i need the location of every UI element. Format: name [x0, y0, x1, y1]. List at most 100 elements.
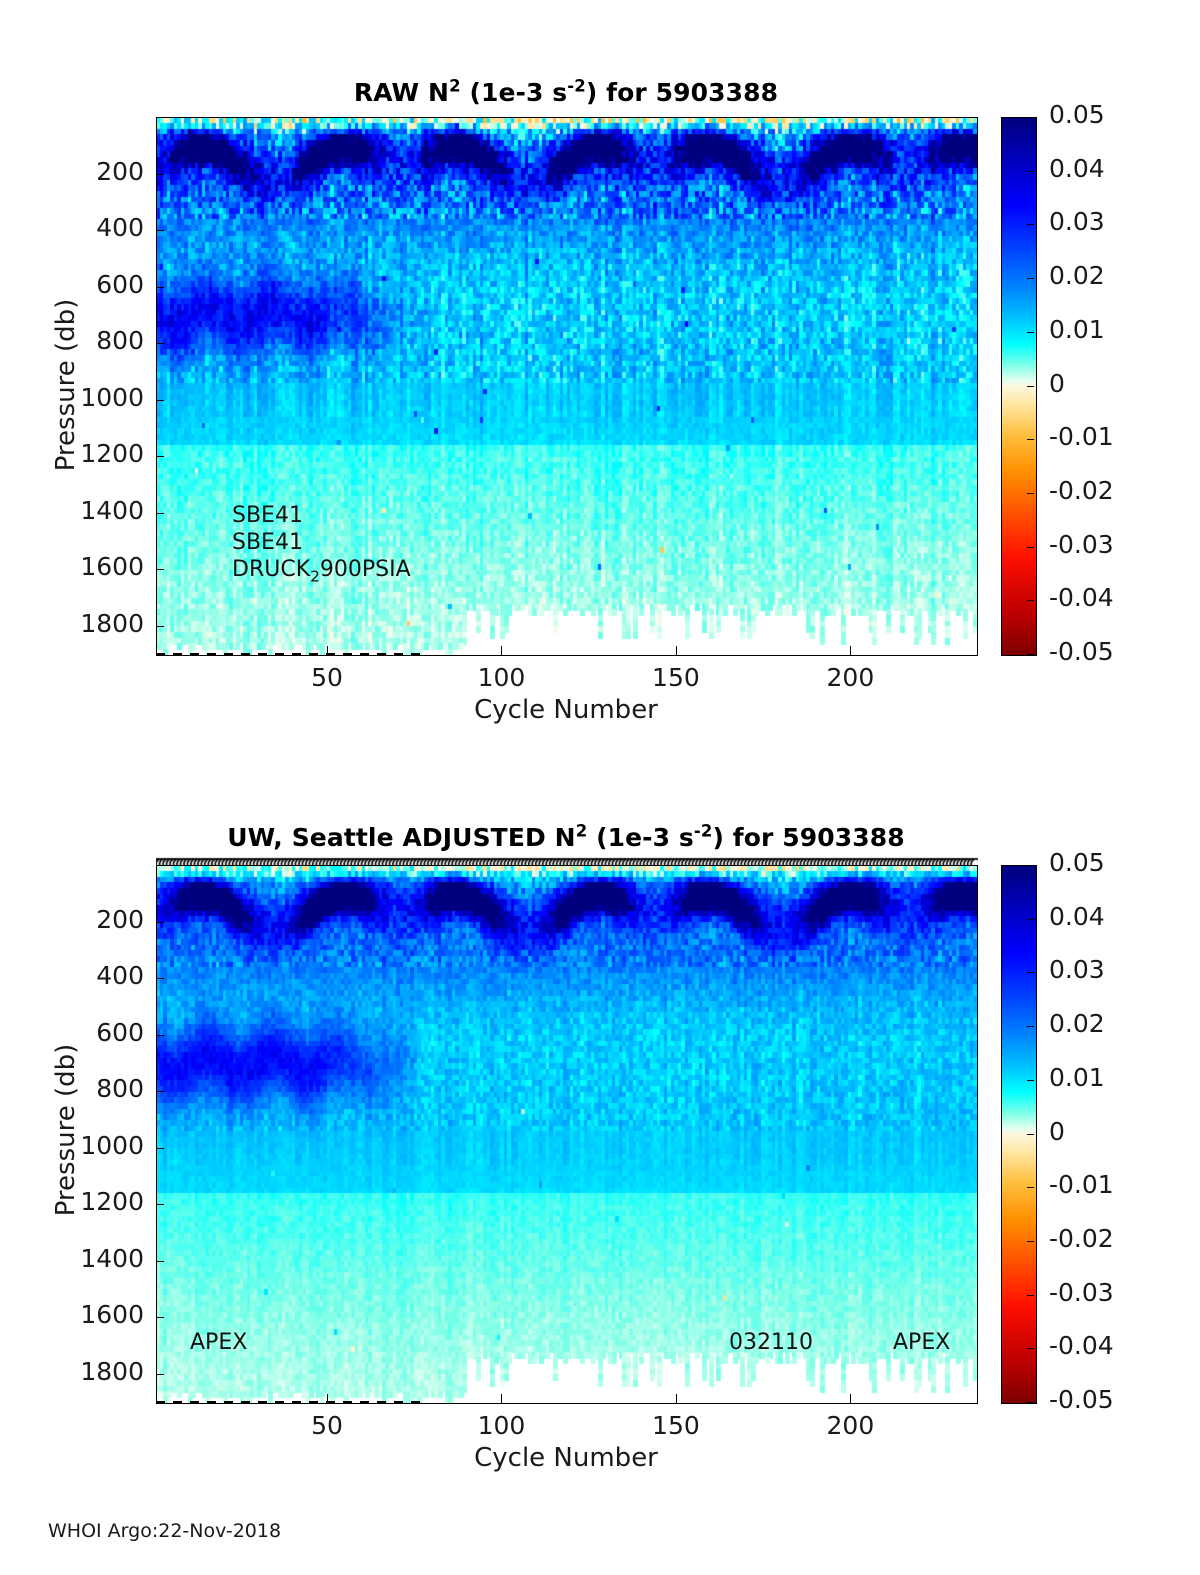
colorbar-tick-label: 0.04: [1049, 901, 1105, 931]
colorbar-tick-mark: [1027, 654, 1034, 655]
colorbar-tick-mark: [1027, 117, 1034, 118]
colorbar-tick-mark: [1027, 972, 1034, 974]
x-tick-label: 150: [652, 663, 700, 692]
colorbar-tick-mark: [1027, 439, 1034, 441]
panel-adjusted-title-prefix: UW, Seattle ADJUSTED N: [227, 823, 576, 852]
y-tick-label: 1800: [80, 1356, 144, 1386]
x-tick-label: 150: [652, 1411, 700, 1440]
colorbar-tick-label: -0.02: [1049, 475, 1114, 505]
x-tick-label: 200: [826, 1411, 875, 1440]
colorbar-tick-label: -0.03: [1049, 529, 1114, 559]
y-tick-label: 1000: [80, 382, 144, 412]
colorbar-tick-mark: [1027, 492, 1034, 494]
y-tick-mark: [156, 1373, 164, 1375]
annotation-platform-type-right-text: APEX: [893, 1330, 951, 1355]
y-tick-mark: [156, 1204, 164, 1206]
colorbar-tick-label: 0.03: [1049, 207, 1105, 237]
colorbar-tick-mark: [1027, 918, 1034, 920]
colorbar-tick-label: 0.01: [1049, 314, 1105, 344]
colorbar-tick-mark: [1027, 1294, 1034, 1296]
colorbar-tick-label: -0.01: [1049, 1170, 1114, 1200]
annotation-sensor-ctd-2: SBE41: [232, 530, 303, 555]
y-tick-label: 1600: [80, 1300, 144, 1330]
colorbar-tick-label: -0.04: [1049, 583, 1114, 613]
panel-adjusted-title-exp1: 2: [575, 821, 588, 841]
colorbar-tick-mark: [1027, 1240, 1034, 1242]
colorbar-tick-label: 0.02: [1049, 1009, 1105, 1039]
y-tick-mark: [156, 1091, 164, 1093]
annotation-platform-type-left-text: APEX: [190, 1330, 248, 1355]
y-tick-mark: [156, 569, 164, 571]
figure-footer: WHOI Argo:22-Nov-2018: [48, 1520, 282, 1542]
y-tick-label: 800: [96, 326, 144, 356]
colorbar-tick-label: 0: [1049, 368, 1065, 398]
panel-raw-x-axis-label: Cycle Number: [156, 695, 976, 725]
y-tick-mark: [156, 1317, 164, 1319]
panel-adjusted-x-axis-label: Cycle Number: [156, 1443, 976, 1473]
y-tick-mark: [156, 1147, 164, 1149]
bottom-dashed-marker-line: [156, 1401, 425, 1404]
panel-raw-title: RAW N2 (1e-3 s-2) for 5903388: [156, 78, 976, 107]
x-tick-label: 200: [826, 663, 875, 692]
colorbar-tick-label: 0.05: [1049, 100, 1105, 129]
colorbar-tick-label: -0.02: [1049, 1223, 1114, 1253]
annotation-sensor-pressure-text2: 900PSIA: [319, 557, 411, 582]
colorbar-tick-label: -0.05: [1049, 637, 1114, 666]
x-axis-label-text: Cycle Number: [474, 695, 658, 725]
annotation-sensor-pressure-text: DRUCK: [232, 557, 311, 582]
y-tick-mark: [156, 921, 164, 923]
panel-raw-title-exp2: -2: [567, 76, 586, 96]
colorbar-tick-mark: [1027, 865, 1034, 866]
colorbar-tick-label: 0.04: [1049, 153, 1105, 183]
panel-adjusted-title: UW, Seattle ADJUSTED N2 (1e-3 s-2) for 5…: [156, 823, 976, 852]
annotation-sensor-ctd-1: SBE41: [232, 503, 303, 528]
annotation-wmo-code-text: 032110: [729, 1330, 813, 1355]
colorbar-tick-label: -0.01: [1049, 422, 1114, 452]
x-tick-mark: [326, 646, 328, 655]
panel-adjusted-title-exp2: -2: [693, 821, 713, 841]
x-tick-mark: [501, 1394, 503, 1403]
heatmap-adjusted: [156, 865, 978, 1404]
y-tick-label: 1000: [80, 1130, 144, 1160]
panel-raw-title-mid: (1e-3 s: [460, 78, 568, 107]
x-tick-mark: [675, 646, 677, 655]
annotation-sensor-pressure-sub: 2: [310, 567, 320, 586]
annotation-platform-type-right: APEX: [893, 1330, 950, 1355]
colorbar-tick-label: -0.03: [1049, 1277, 1114, 1307]
y-tick-mark: [156, 1260, 164, 1262]
annotation-sensor-pressure: DRUCK2900PSIA: [232, 557, 411, 586]
y-tick-label: 400: [96, 961, 144, 991]
annotation-wmo-code: 032110: [729, 1330, 813, 1355]
panel-raw-title-exp1: 2: [449, 76, 461, 96]
x-tick-mark: [850, 1394, 852, 1403]
y-tick-label: 1800: [80, 608, 144, 638]
y-tick-label: 1600: [80, 552, 144, 582]
heatmap-raw: [156, 117, 978, 656]
x-tick-label: 100: [477, 1411, 526, 1440]
colorbar-tick-label: 0.01: [1049, 1062, 1105, 1092]
y-tick-label: 600: [96, 269, 144, 299]
colorbar-tick-label: 0.02: [1049, 261, 1105, 291]
y-tick-label: 1200: [80, 439, 144, 469]
colorbar-tick-mark: [1027, 1348, 1034, 1350]
panel-raw-title-prefix: RAW N: [353, 78, 450, 107]
panel-adjusted-title-mid: (1e-3 s: [587, 823, 694, 852]
y-tick-mark: [156, 512, 164, 514]
x-tick-label: 50: [311, 663, 343, 692]
y-tick-mark: [156, 343, 164, 345]
y-tick-label: 800: [96, 1074, 144, 1104]
panel-raw: RAW N2 (1e-3 s-2) for 5903388 Pressure (…: [0, 0, 1200, 760]
x-tick-mark: [501, 646, 503, 655]
y-tick-mark: [156, 978, 164, 980]
y-tick-mark: [156, 173, 164, 175]
bottom-dashed-marker-line: [156, 653, 425, 656]
annotation-platform-type-left: APEX: [190, 1330, 247, 1355]
colorbar-tick-mark: [1027, 278, 1034, 280]
y-tick-label: 600: [96, 1017, 144, 1047]
y-tick-label: 200: [96, 156, 144, 186]
y-tick-mark: [156, 286, 164, 288]
colorbar-tick-label: -0.05: [1049, 1385, 1114, 1414]
colorbar-adjusted: [1001, 865, 1037, 1404]
y-tick-mark: [156, 230, 164, 232]
colorbar-raw: [1001, 117, 1037, 656]
